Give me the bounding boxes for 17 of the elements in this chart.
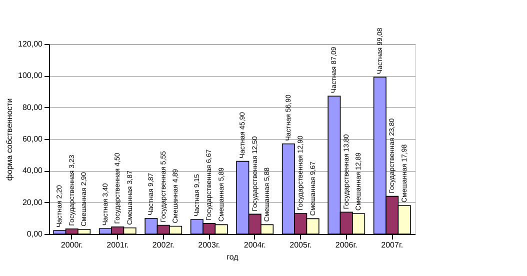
y-tick-label: 100,00: [18, 71, 44, 80]
x-tick-label: 2006г.: [335, 240, 358, 250]
y-tick-label: 80,00: [22, 102, 44, 112]
y-tick-label: 40,00: [22, 166, 44, 176]
x-tick-label: 2003г.: [198, 240, 220, 250]
x-tick-label: 2005г.: [290, 240, 312, 250]
y-tick-label: 120,00: [18, 40, 44, 48]
x-tick-label: 2004г.: [244, 240, 266, 250]
x-tick-label: 2000г.: [60, 240, 83, 250]
x-axis-title: год: [226, 252, 239, 262]
y-tick-label: 20,00: [22, 198, 44, 207]
y-tick-label: 60,00: [22, 134, 44, 144]
y-tick-label: 0,00: [26, 230, 44, 238]
x-tick-label: 2002г.: [152, 240, 174, 250]
x-tick-label: 2007г.: [381, 240, 404, 250]
x-tick-label: 2001г.: [106, 240, 129, 250]
y-axis-title: форма собственности: [5, 98, 14, 181]
